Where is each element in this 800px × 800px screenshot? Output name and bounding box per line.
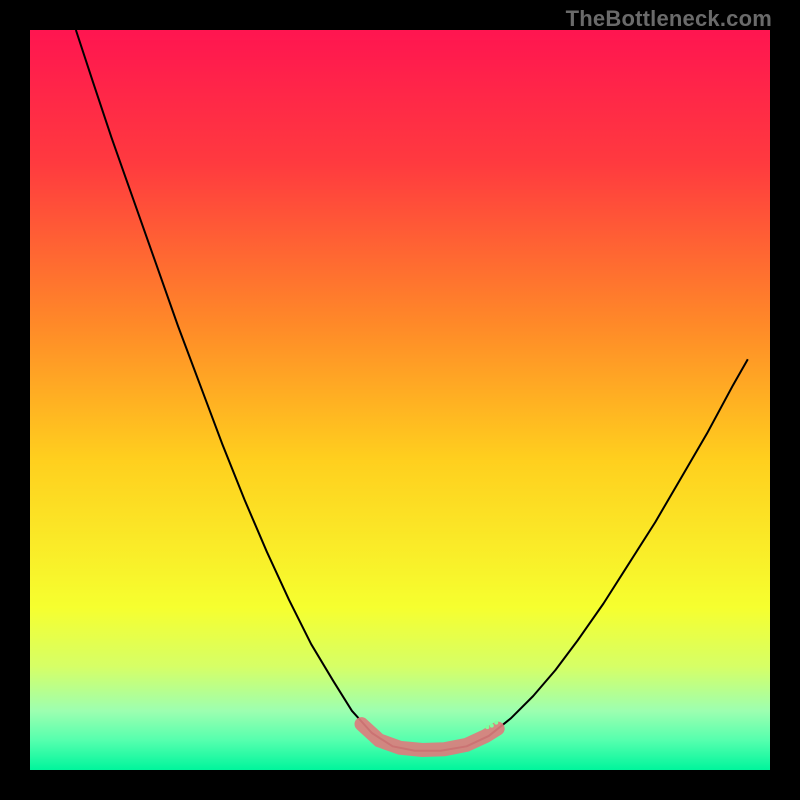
plot-background [30, 30, 770, 770]
chart-frame: TheBottleneck.com [0, 0, 800, 800]
bottleneck-chart [30, 30, 770, 770]
attribution-watermark: TheBottleneck.com [566, 6, 772, 32]
